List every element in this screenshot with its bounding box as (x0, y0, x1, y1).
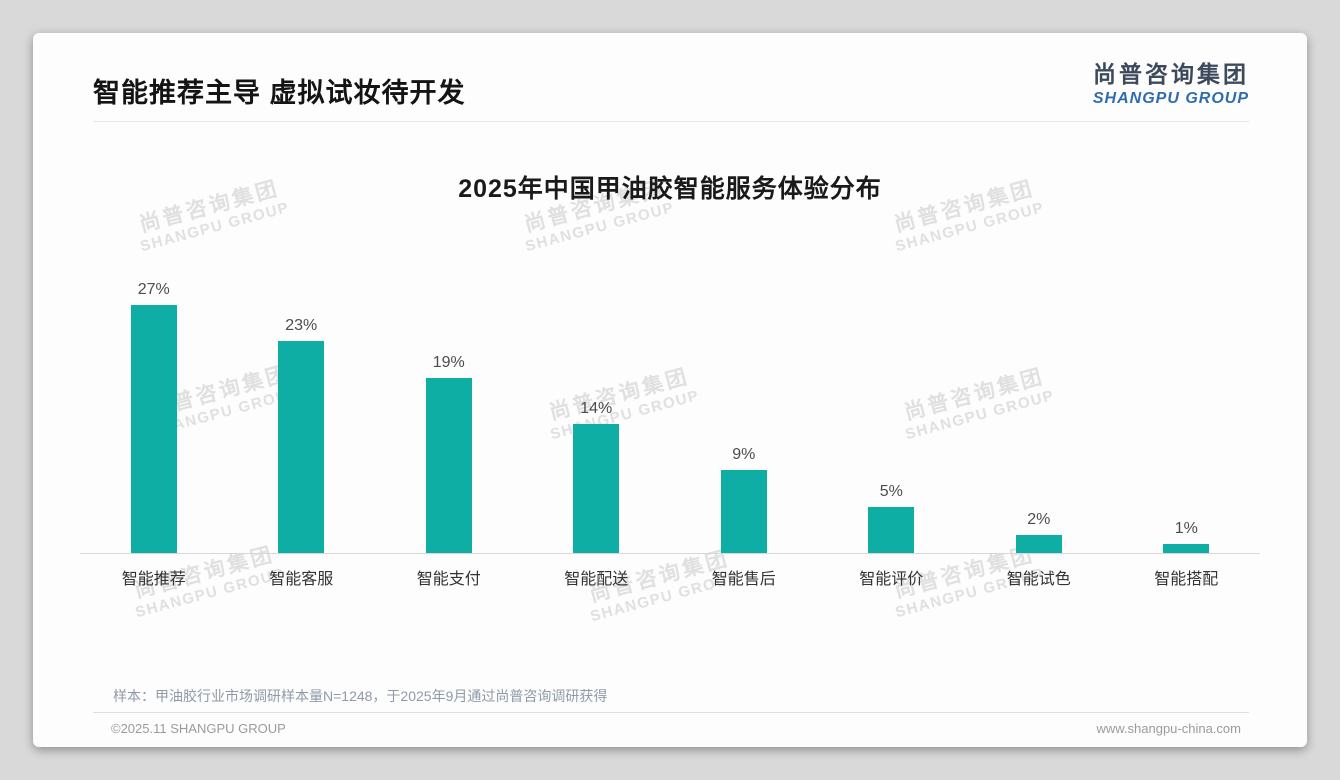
bar (1015, 535, 1062, 553)
bar-column: 19% (375, 263, 523, 553)
category-label: 智能售后 (711, 571, 776, 588)
bar-value-label: 9% (732, 446, 756, 463)
company-logo: 尚普咨询集团 SHANGPU GROUP (1093, 55, 1249, 108)
bar-chart: 27% 23% 19% 14% 9% 5% 2% 1% (80, 263, 1260, 553)
header-divider (93, 121, 1249, 122)
bar (425, 378, 472, 553)
bar-value-label: 1% (1174, 520, 1198, 537)
x-axis-category-labels: 智能推荐 智能客服 智能支付 智能配送 智能售后 智能评价 智能试色 智能搭配 (80, 565, 1260, 589)
bar (573, 424, 620, 553)
bar-column: 5% (818, 263, 966, 553)
category-label: 智能试色 (1006, 571, 1071, 588)
website-text: www.shangpu-china.com (1096, 721, 1241, 736)
bar-column: 2% (965, 263, 1113, 553)
logo-chinese-text: 尚普咨询集团 (1092, 61, 1249, 87)
bar-column: 23% (228, 263, 376, 553)
bar-value-label: 27% (137, 281, 170, 298)
report-slide-card: 尚普咨询集团 SHANGPU GROUP 尚普咨询集团 SHANGPU GROUP 尚普… (33, 33, 1307, 747)
bar-value-label: 14% (580, 400, 613, 417)
category-label: 智能客服 (269, 571, 334, 588)
logo-english-text: SHANGPU GROUP (1092, 90, 1249, 107)
bar (130, 305, 177, 553)
bar-value-label: 19% (432, 354, 465, 371)
sample-note: 样本：甲油胶行业市场调研样本量N=1248，于2025年9月通过尚普咨询调研获得 (113, 688, 608, 704)
slide-footer: ©2025.11 SHANGPU GROUP www.shangpu-china… (111, 721, 1241, 736)
category-label: 智能推荐 (121, 571, 186, 588)
bar-column: 14% (523, 263, 671, 553)
bar (720, 470, 767, 553)
category-label: 智能评价 (859, 571, 924, 588)
bar-value-label: 2% (1027, 511, 1051, 528)
chart-title: 2025年中国甲油胶智能服务体验分布 (458, 175, 882, 203)
footer-divider (93, 712, 1249, 713)
bar-column: 1% (1113, 263, 1261, 553)
bar-column: 9% (670, 263, 818, 553)
category-label: 智能配送 (564, 571, 629, 588)
bar-value-label: 23% (285, 317, 318, 334)
category-label: 智能搭配 (1154, 571, 1219, 588)
copyright-text: ©2025.11 SHANGPU GROUP (111, 721, 286, 736)
x-axis-line (80, 553, 1260, 554)
bar (278, 341, 325, 553)
category-label: 智能支付 (416, 571, 481, 588)
bar-column: 27% (80, 263, 228, 553)
bar (868, 507, 915, 553)
page-title: 智能推荐主导 虚拟试妆待开发 (93, 78, 466, 108)
bar (1163, 544, 1210, 553)
bar-value-label: 5% (879, 483, 903, 500)
